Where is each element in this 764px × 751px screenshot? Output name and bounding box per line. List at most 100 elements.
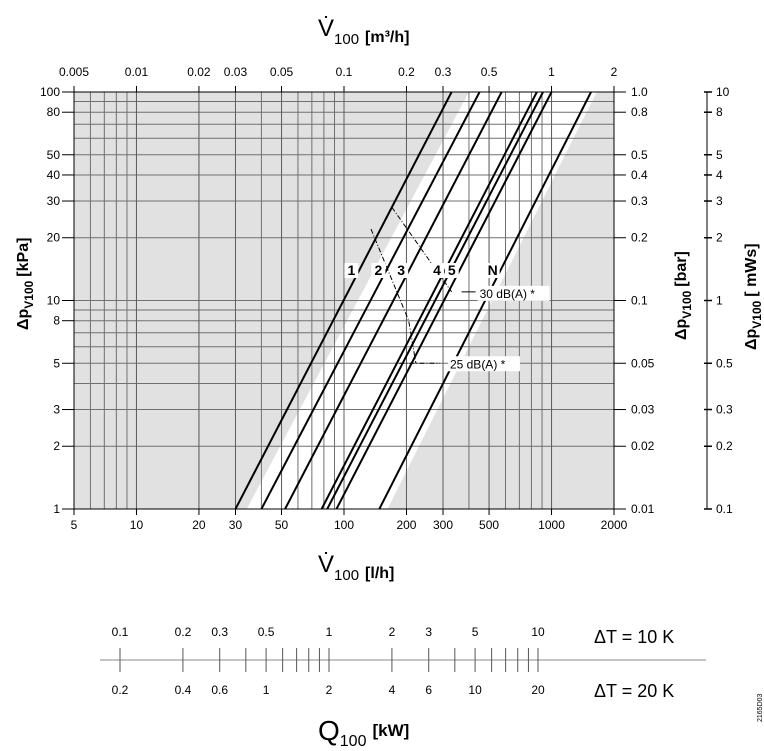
dt20-label: ΔT = 20 K xyxy=(594,681,674,701)
left-tick-label: 10 xyxy=(47,294,61,308)
bottom-axis-title: V̇100 [l/h] xyxy=(318,550,394,584)
right-bar-axis-title: ΔpV100 [bar] xyxy=(673,251,694,340)
left-tick-label: 8 xyxy=(53,314,60,328)
dt10-tick-label: 1 xyxy=(326,625,333,639)
right-mws-tick-label: 0.5 xyxy=(716,356,733,370)
right-bar-tick-label: 0.02 xyxy=(631,439,655,453)
series-line-4 xyxy=(320,92,539,509)
noise-label-bg-25 xyxy=(447,356,520,372)
bottom-tick-label: 300 xyxy=(433,518,453,532)
bottom-tick-label: 500 xyxy=(479,518,499,532)
curve-label-bg xyxy=(444,263,459,279)
bottom-tick-label: 10 xyxy=(130,518,144,532)
right-bar-axis-label-sub: V100 xyxy=(680,290,694,318)
curve-label-bg xyxy=(344,263,359,279)
bottom-tick-label: 20 xyxy=(192,518,206,532)
curve-label-1: 1 xyxy=(347,262,355,278)
bottom-axis-unit: [l/h] xyxy=(365,565,394,582)
dt20-tick-label: 20 xyxy=(531,683,545,697)
dt10-tick-label: 0.2 xyxy=(175,625,192,639)
dt20-tick-label: 0.4 xyxy=(175,683,192,697)
right-bar-tick-label: 0.5 xyxy=(631,148,648,162)
q-axis-title: Q100 [kW] xyxy=(318,715,409,750)
bottom-tick-label: 200 xyxy=(396,518,416,532)
right-bar-tick-label: 0.03 xyxy=(631,403,655,417)
series-line-3 xyxy=(283,92,503,509)
right-mws-tick-label: 8 xyxy=(716,105,723,119)
right-mws-axis-ticks: 0.1 0.2 0.3 0.5 1 2 3 4 5 8 10 xyxy=(704,85,733,516)
dt10-tick-label: 0.1 xyxy=(112,625,129,639)
bottom-axis-label-main: V̇ xyxy=(318,550,334,578)
right-mws-axis-unit: [ mWs] xyxy=(743,243,760,296)
noise-limit-curves xyxy=(370,206,453,364)
right-mws-axis-title: ΔpV100 [ mWs] xyxy=(743,243,764,350)
top-tick-label: 2 xyxy=(611,65,618,79)
right-mws-tick-label: 0.2 xyxy=(716,439,733,453)
curve-label-2: 2 xyxy=(375,262,383,278)
series-line-1 xyxy=(234,92,453,509)
q-axis-label-sub: 100 xyxy=(340,733,367,750)
dt10-tick-label: 2 xyxy=(389,625,396,639)
right-bar-axis-ticks: 0.01 0.02 0.03 0.05 0.1 0.2 0.3 0.4 0.5 0.8 1.0 xyxy=(614,85,655,516)
curve-label-bg xyxy=(394,263,409,279)
left-tick-label: 2 xyxy=(53,439,60,453)
top-axis-title: V̇100 [m³/h] xyxy=(318,14,409,48)
bottom-tick-label: 50 xyxy=(275,518,289,532)
right-bar-tick-label: 0.05 xyxy=(631,356,655,370)
right-bar-axis-unit: [bar] xyxy=(673,251,690,287)
top-tick-label: 1 xyxy=(548,65,555,79)
right-bar-tick-label: 0.01 xyxy=(631,502,655,516)
bottom-axis-label-sub: 100 xyxy=(334,567,359,584)
right-mws-tick-label: 5 xyxy=(716,148,723,162)
dt20-tick-label: 0.6 xyxy=(211,683,228,697)
left-tick-label: 3 xyxy=(53,403,60,417)
curve-label-5: 5 xyxy=(448,262,456,278)
dt20-tick-label: 6 xyxy=(425,683,432,697)
right-mws-tick-label: 2 xyxy=(716,231,723,245)
left-tick-label: 1 xyxy=(53,502,60,516)
left-tick-label: 30 xyxy=(47,194,61,208)
left-axis-title: ΔpV100 [kPa] xyxy=(15,238,36,330)
top-axis-unit: [m³/h] xyxy=(365,29,409,46)
left-tick-label: 20 xyxy=(47,231,61,245)
left-axis-unit: [kPa] xyxy=(15,238,32,277)
noise-limit-curve-1 xyxy=(370,228,417,364)
dt20-tick-label: 2 xyxy=(326,683,333,697)
series-line-5 xyxy=(335,92,553,509)
left-axis-label-delta: Δp xyxy=(15,309,32,331)
dt20-tick-label: 4 xyxy=(389,683,396,697)
top-tick-label: 0.01 xyxy=(125,65,149,79)
dt20-tick-label: 10 xyxy=(468,683,482,697)
noise-label-bg-30 xyxy=(477,285,550,301)
left-tick-label: 50 xyxy=(47,148,61,162)
left-tick-label: 100 xyxy=(40,85,60,99)
right-bar-tick-label: 0.2 xyxy=(631,231,648,245)
right-bar-tick-label: 0.3 xyxy=(631,194,648,208)
left-tick-label: 80 xyxy=(47,105,61,119)
dt20-tick-label: 1 xyxy=(263,683,270,697)
heat-scale-ticks: 0.1 0.2 0.3 0.5 1 2 3 5 10 0.2 0.4 0.6 1 2 4 6 10 20 xyxy=(112,625,545,697)
top-tick-label: 0.05 xyxy=(270,65,294,79)
curve-label-3: 3 xyxy=(397,262,405,278)
right-mws-tick-label: 10 xyxy=(716,85,730,99)
noise-label-30: 30 dB(A) * xyxy=(480,287,536,301)
dt10-label: ΔT = 10 K xyxy=(594,627,674,647)
left-tick-label: 5 xyxy=(53,356,60,370)
top-tick-label: 0.3 xyxy=(435,65,452,79)
curve-label-N: N xyxy=(488,262,498,278)
curve-label-bg xyxy=(485,263,500,279)
top-tick-label: 0.02 xyxy=(187,65,211,79)
left-axis-ticks: 1 2 3 5 8 10 20 30 40 50 80 100 xyxy=(40,85,74,516)
right-mws-tick-label: 4 xyxy=(716,168,723,182)
dt10-tick-label: 3 xyxy=(425,625,432,639)
bottom-tick-label: 30 xyxy=(229,518,243,532)
right-mws-tick-label: 0.1 xyxy=(716,502,733,516)
series-line-unnamed-4 xyxy=(326,92,545,509)
top-tick-label: 0.03 xyxy=(224,65,248,79)
dt10-tick-label: 0.3 xyxy=(211,625,228,639)
right-bar-tick-label: 0.8 xyxy=(631,105,648,119)
right-mws-tick-label: 3 xyxy=(716,194,723,208)
bottom-axis-ticks: 5 10 20 30 50 100 200 300 500 1000 2000 xyxy=(71,509,628,532)
top-tick-label: 0.005 xyxy=(59,65,89,79)
